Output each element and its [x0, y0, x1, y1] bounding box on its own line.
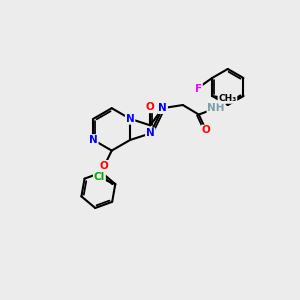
Text: N: N: [89, 135, 98, 145]
Text: N: N: [126, 114, 134, 124]
Text: O: O: [100, 161, 109, 171]
Text: O: O: [146, 102, 154, 112]
Text: CH₃: CH₃: [218, 94, 237, 103]
Text: N: N: [146, 128, 154, 138]
Text: Cl: Cl: [94, 172, 105, 182]
Text: N: N: [158, 103, 167, 113]
Text: NH: NH: [207, 103, 225, 113]
Text: O: O: [202, 125, 211, 135]
Text: F: F: [195, 84, 202, 94]
